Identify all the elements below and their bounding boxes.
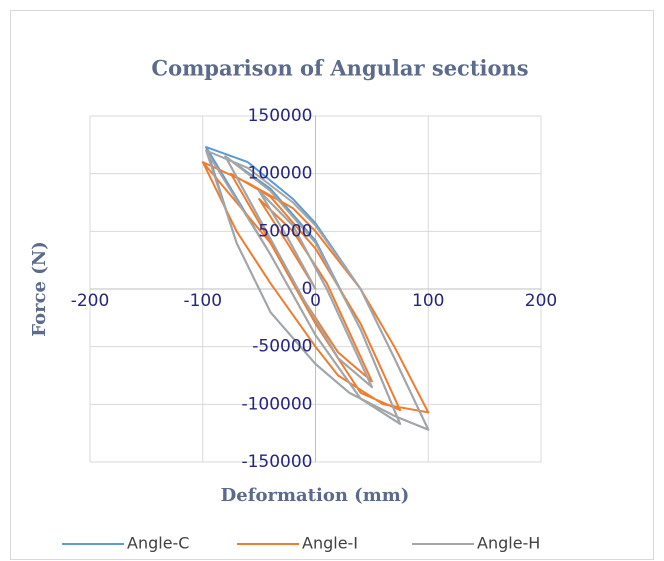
y-tick-label: -100000 (241, 394, 312, 414)
legend-label: Angle-C (127, 534, 189, 553)
x-tick-label: 0 (310, 291, 321, 311)
x-tick-label: 100 (412, 291, 444, 311)
y-tick-label: 150000 (248, 106, 313, 126)
legend-label: Angle-I (302, 534, 358, 553)
x-tick-label: -200 (71, 291, 110, 311)
chart-title: Comparison of Angular sections (151, 56, 528, 81)
y-tick-label: 100000 (248, 164, 313, 184)
x-tick-label: 200 (525, 291, 557, 311)
y-tick-label: 0 (302, 279, 313, 299)
series-line (205, 149, 430, 431)
x-axis-title: Deformation (mm) (221, 485, 410, 506)
y-tick-label: -150000 (241, 452, 312, 472)
y-tick-label: -50000 (252, 337, 312, 357)
chart-frame (10, 10, 654, 560)
x-tick-label: -100 (183, 291, 222, 311)
y-tick-label: 50000 (258, 221, 312, 241)
legend-label: Angle-H (477, 534, 540, 553)
y-axis-title: Force (N) (29, 241, 50, 336)
series-line (201, 161, 430, 414)
